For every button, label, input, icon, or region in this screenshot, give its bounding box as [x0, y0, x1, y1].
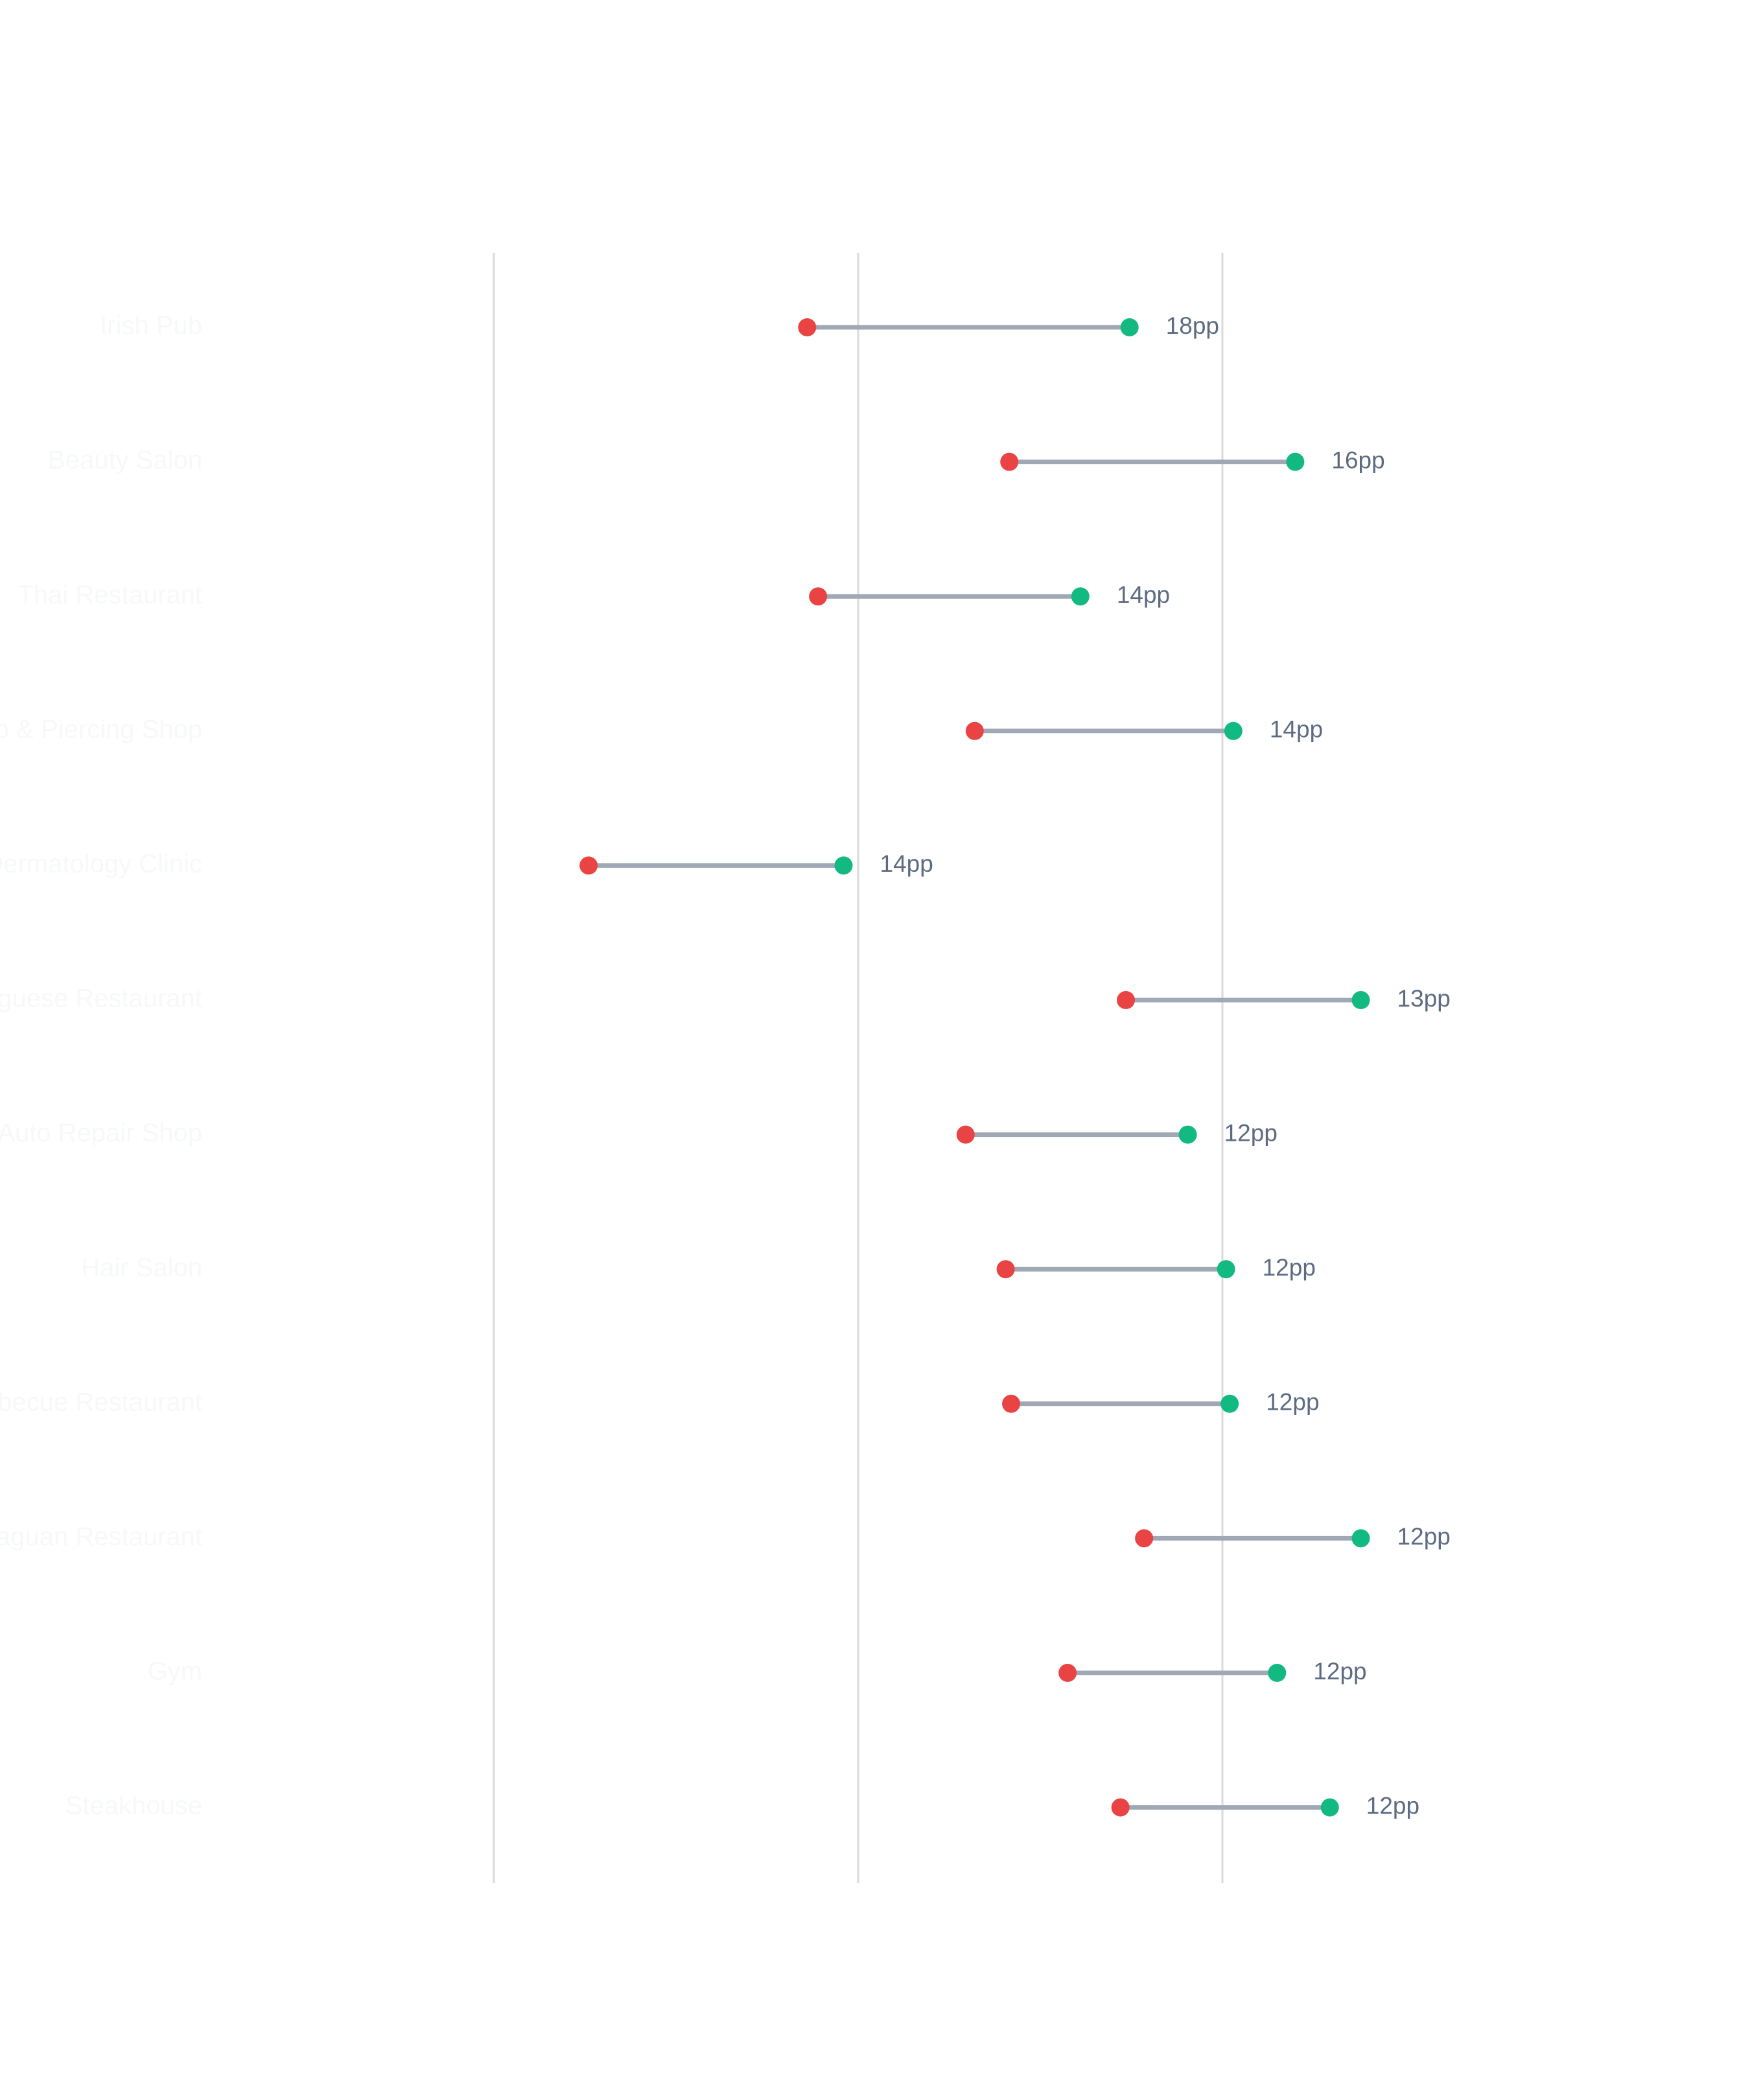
dumbbell-row: 12pp [996, 1254, 1316, 1281]
category-label: Gym [148, 1657, 202, 1686]
category-label: Irish Pub [100, 312, 202, 340]
category-label: Steakhouse [65, 1791, 202, 1820]
difference-label: 14pp [1117, 581, 1170, 608]
before-point [1058, 1664, 1077, 1682]
dumbbell-row: 14pp [809, 581, 1170, 608]
difference-label: 18pp [1166, 312, 1219, 339]
difference-label: 12pp [1266, 1389, 1319, 1416]
before-point [1002, 1394, 1021, 1413]
difference-label: 12pp [1397, 1523, 1451, 1550]
category-label: Thai Restaurant [18, 581, 202, 609]
after-point [1224, 721, 1242, 740]
before-point [996, 1260, 1015, 1279]
before-point [809, 587, 828, 606]
category-label: Dermatology Clinic [0, 850, 202, 878]
after-point [1120, 318, 1139, 336]
difference-label: 14pp [880, 850, 933, 877]
after-point [1351, 1529, 1370, 1548]
before-point [1135, 1529, 1154, 1548]
category-label: Portuguese Restaurant [0, 985, 202, 1013]
dumbbell-row: 16pp [1000, 447, 1385, 473]
dumbbell-marks: 18pp 16pp 14pp 14pp 14pp 13pp 12pp 12pp 12pp 12pp… [579, 312, 1451, 1819]
dumbbell-row: 13pp [1117, 985, 1451, 1012]
dumbbell-row: 14pp [965, 716, 1323, 743]
before-point [1111, 1798, 1130, 1817]
before-point [1000, 452, 1019, 471]
category-labels: Irish Pub Beauty Salon Thai Restaurant Tatt… [0, 312, 202, 1821]
after-point [1351, 991, 1370, 1009]
before-point [1117, 991, 1136, 1009]
dumbbell-row: 14pp [579, 850, 933, 877]
difference-label: 12pp [1313, 1658, 1366, 1685]
category-label: Barbecue Restaurant [0, 1388, 202, 1416]
difference-label: 16pp [1331, 447, 1384, 473]
difference-label: 14pp [1270, 716, 1323, 743]
difference-label: 12pp [1263, 1254, 1316, 1281]
before-point [579, 856, 598, 875]
dumbbell-row: 12pp [1135, 1523, 1451, 1550]
category-label: Tattoo & Piercing Shop [0, 715, 202, 743]
after-point [834, 856, 853, 875]
difference-label: 12pp [1366, 1792, 1419, 1819]
dumbbell-row: 18pp [798, 312, 1219, 339]
after-point [1268, 1664, 1287, 1682]
category-label: Hair Salon [81, 1254, 202, 1282]
category-label: Paraguan Restaurant [0, 1522, 202, 1551]
dumbbell-row: 12pp [1111, 1792, 1419, 1819]
category-label: Auto Repair Shop [0, 1119, 202, 1147]
dumbbell-row: 12pp [956, 1119, 1278, 1146]
category-label: Beauty Salon [48, 446, 202, 474]
after-point [1178, 1125, 1197, 1144]
after-point [1071, 587, 1090, 606]
after-point [1217, 1260, 1235, 1279]
difference-label: 13pp [1397, 985, 1451, 1012]
after-point [1320, 1798, 1339, 1817]
gridlines [493, 253, 1224, 1883]
dumbbell-row: 12pp [1002, 1389, 1320, 1416]
difference-label: 12pp [1224, 1119, 1278, 1146]
after-point [1220, 1394, 1239, 1413]
dumbbell-row: 12pp [1058, 1658, 1367, 1685]
before-point [965, 721, 984, 740]
before-point [798, 318, 817, 336]
after-point [1286, 452, 1305, 471]
before-point [956, 1125, 975, 1144]
